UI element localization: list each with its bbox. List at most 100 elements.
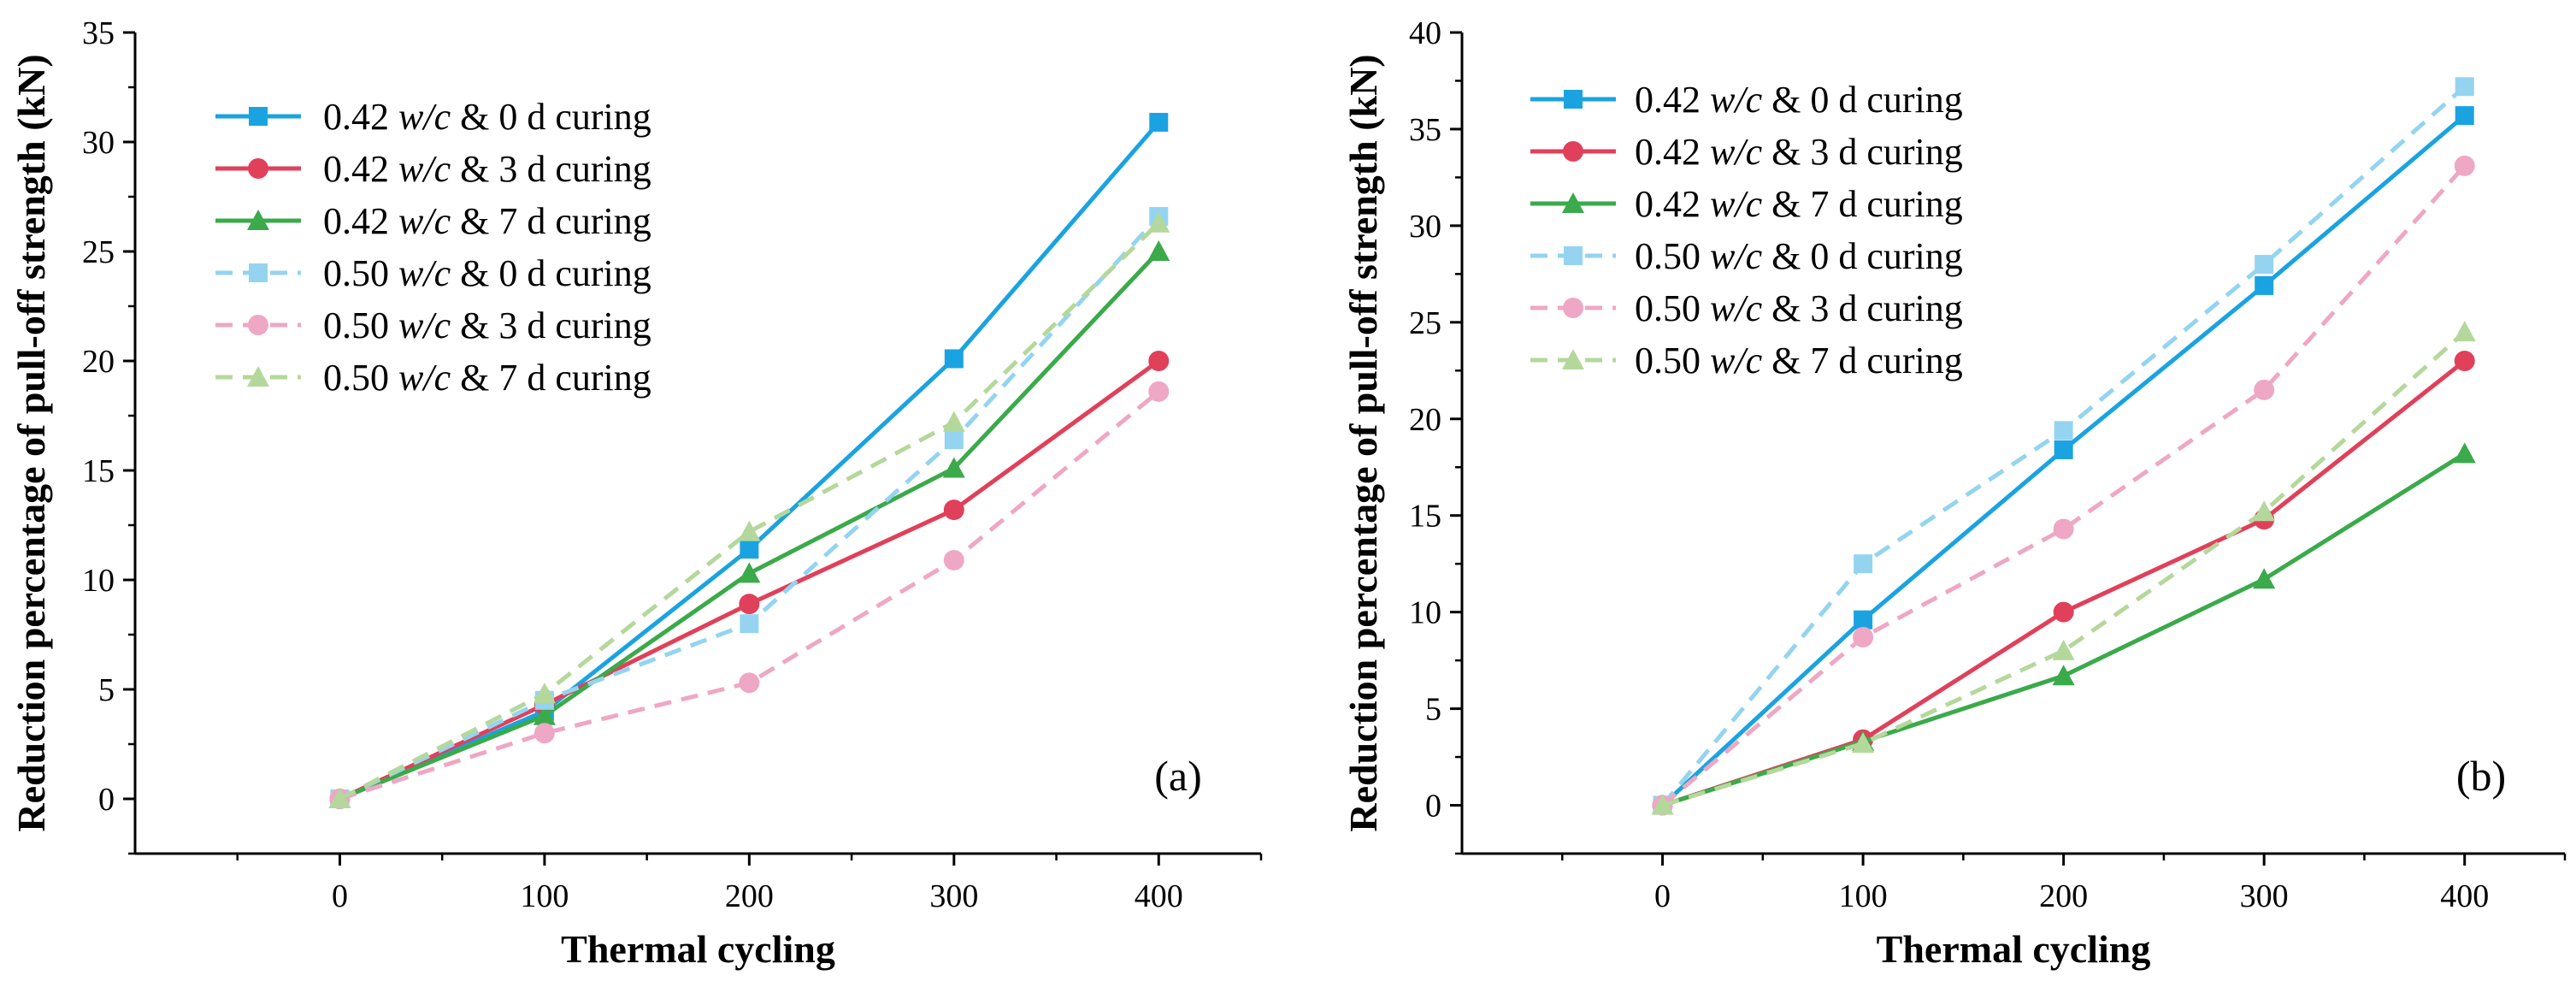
y-tick-label: 20: [82, 344, 115, 380]
legend-entry-prefix: 0.42: [323, 96, 398, 138]
x-axis-title: Thermal cycling: [1877, 927, 2151, 971]
legend-entry-wc: w/c: [1710, 340, 1763, 381]
x-tick-label: 300: [2240, 878, 2289, 914]
legend-entry-suffix: & 3 d curing: [451, 304, 651, 346]
data-point: [2054, 421, 2073, 440]
data-point: [534, 723, 555, 743]
legend-entry: 0.42 w/c & 3 d curing: [323, 148, 651, 190]
y-tick-label: 35: [1409, 112, 1441, 148]
y-tick-label: 0: [98, 782, 115, 818]
data-point: [945, 349, 964, 368]
legend-entry-wc: w/c: [1710, 287, 1763, 329]
data-point: [2054, 440, 2073, 459]
data-point: [2455, 106, 2474, 125]
legend-entry-prefix: 0.50: [1635, 287, 1710, 329]
legend-entry-prefix: 0.42: [1635, 79, 1710, 121]
legend-entry-suffix: & 7 d curing: [1762, 340, 1963, 381]
x-tick-label: 100: [1839, 878, 1888, 914]
data-point: [2255, 276, 2273, 295]
y-tick-label: 0: [1425, 789, 1441, 825]
data-point: [945, 430, 964, 449]
data-point: [2455, 351, 2475, 371]
legend-marker: [248, 158, 268, 179]
legend-entry-suffix: & 3 d curing: [1762, 131, 1963, 173]
legend-entry-suffix: & 0 d curing: [1762, 79, 1963, 121]
legend-entry-wc: w/c: [398, 252, 451, 294]
x-tick-label: 200: [725, 878, 774, 914]
legend-entry-wc: w/c: [398, 357, 451, 399]
data-point: [1148, 351, 1169, 371]
legend-entry: 0.42 w/c & 7 d curing: [323, 200, 651, 242]
data-point: [740, 540, 758, 559]
x-tick-label: 100: [520, 878, 569, 914]
y-tick-label: 10: [82, 563, 115, 599]
x-tick-label: 0: [1654, 878, 1671, 914]
data-point: [944, 550, 964, 570]
y-tick-label: 25: [1409, 305, 1441, 341]
legend-entry-prefix: 0.42: [323, 148, 398, 190]
legend-entry: 0.42 w/c & 0 d curing: [323, 96, 651, 138]
data-point: [2255, 255, 2273, 274]
legend-entry-prefix: 0.50: [323, 304, 398, 346]
legend-entry-wc: w/c: [1710, 235, 1763, 277]
y-tick-label: 15: [82, 453, 115, 489]
data-point: [739, 672, 759, 693]
y-tick-label: 15: [1409, 499, 1441, 535]
legend-entry: 0.42 w/c & 0 d curing: [1635, 79, 1963, 121]
legend-entry: 0.50 w/c & 3 d curing: [323, 304, 651, 346]
data-point: [944, 500, 964, 520]
legend-entry-wc: w/c: [1710, 131, 1763, 173]
legend-entry-suffix: & 7 d curing: [451, 200, 651, 242]
y-tick-label: 40: [1409, 15, 1441, 51]
y-tick-label: 35: [82, 15, 115, 51]
legend-marker: [1564, 90, 1583, 109]
legend-entry-suffix: & 3 d curing: [1762, 287, 1963, 329]
legend-entry-suffix: & 0 d curing: [1762, 235, 1963, 277]
y-tick-label: 5: [1425, 692, 1441, 728]
y-tick-label: 20: [1409, 402, 1441, 438]
legend-marker: [249, 107, 268, 126]
data-point: [2054, 519, 2074, 540]
legend-marker: [1563, 298, 1583, 318]
x-tick-label: 200: [2039, 878, 2088, 914]
data-point: [1853, 627, 1873, 647]
y-tick-label: 30: [1409, 209, 1441, 245]
legend-entry: 0.42 w/c & 3 d curing: [1635, 131, 1963, 173]
legend-entry-suffix: & 0 d curing: [451, 96, 651, 138]
legend-entry-wc: w/c: [398, 148, 451, 190]
data-point: [1854, 611, 1872, 630]
legend-entry-prefix: 0.50: [1635, 235, 1710, 277]
legend-entry: 0.42 w/c & 7 d curing: [1635, 183, 1963, 225]
data-point: [1854, 554, 1872, 573]
x-tick-label: 400: [2440, 878, 2489, 914]
panel-label: (a): [1154, 752, 1202, 800]
data-point: [2455, 77, 2474, 96]
data-point: [2254, 380, 2274, 400]
y-tick-label: 10: [1409, 595, 1441, 631]
data-point: [2455, 156, 2475, 176]
y-tick-label: 5: [98, 672, 115, 708]
data-point: [739, 594, 759, 614]
legend-entry-suffix: & 0 d curing: [451, 252, 651, 294]
x-tick-label: 300: [929, 878, 978, 914]
legend-entry: 0.50 w/c & 0 d curing: [1635, 235, 1963, 277]
legend-entry-wc: w/c: [1710, 79, 1763, 121]
legend-entry-wc: w/c: [1710, 183, 1763, 225]
legend-entry-prefix: 0.42: [1635, 131, 1710, 173]
data-point: [1148, 381, 1169, 402]
legend-entry-prefix: 0.42: [323, 200, 398, 242]
data-point: [1149, 113, 1168, 132]
legend-entry: 0.50 w/c & 7 d curing: [1635, 340, 1963, 381]
legend-entry-suffix: & 3 d curing: [451, 148, 651, 190]
legend-entry-wc: w/c: [398, 96, 451, 138]
legend-entry-suffix: & 7 d curing: [451, 357, 651, 399]
figure: 051015202530350 100 200 300 400Thermal cycli…: [0, 0, 2576, 999]
data-point: [740, 614, 758, 633]
y-tick-label: 30: [82, 125, 115, 161]
legend-entry: 0.50 w/c & 7 d curing: [323, 357, 651, 399]
legend-entry: 0.50 w/c & 3 d curing: [1635, 287, 1963, 329]
data-point: [2054, 602, 2074, 623]
y-axis-title: Reduction percentage of pull-off strengt…: [1341, 54, 1385, 831]
legend-entry-prefix: 0.42: [1635, 183, 1710, 225]
legend-entry-wc: w/c: [398, 304, 451, 346]
